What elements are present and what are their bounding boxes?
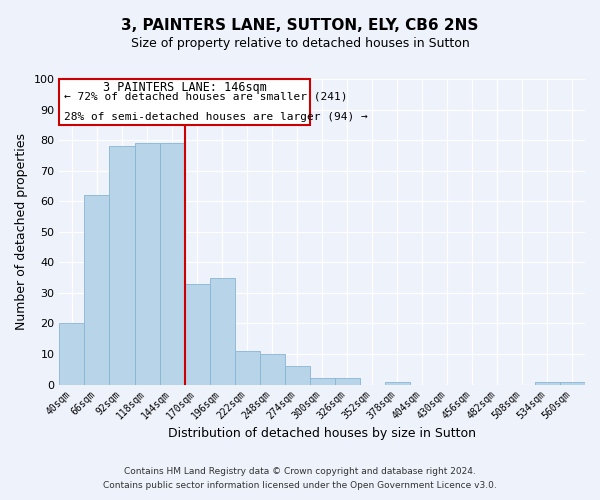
Y-axis label: Number of detached properties: Number of detached properties bbox=[15, 134, 28, 330]
Text: Contains HM Land Registry data © Crown copyright and database right 2024.: Contains HM Land Registry data © Crown c… bbox=[124, 467, 476, 476]
Bar bbox=[560, 382, 585, 384]
Bar bbox=[535, 382, 560, 384]
Bar bbox=[185, 284, 209, 384]
X-axis label: Distribution of detached houses by size in Sutton: Distribution of detached houses by size … bbox=[168, 427, 476, 440]
Bar bbox=[134, 143, 160, 384]
Bar bbox=[310, 378, 335, 384]
Bar bbox=[85, 195, 109, 384]
Bar bbox=[160, 143, 185, 384]
Bar bbox=[284, 366, 310, 384]
Bar bbox=[109, 146, 134, 384]
Bar bbox=[209, 278, 235, 384]
Bar bbox=[235, 351, 260, 384]
Text: Size of property relative to detached houses in Sutton: Size of property relative to detached ho… bbox=[131, 38, 469, 51]
Bar bbox=[385, 382, 410, 384]
Bar bbox=[335, 378, 360, 384]
Text: Contains public sector information licensed under the Open Government Licence v3: Contains public sector information licen… bbox=[103, 481, 497, 490]
Text: 3 PAINTERS LANE: 146sqm: 3 PAINTERS LANE: 146sqm bbox=[103, 82, 266, 94]
Bar bbox=[260, 354, 284, 384]
Text: 28% of semi-detached houses are larger (94) →: 28% of semi-detached houses are larger (… bbox=[64, 112, 368, 122]
Text: ← 72% of detached houses are smaller (241): ← 72% of detached houses are smaller (24… bbox=[64, 92, 348, 102]
Text: 3, PAINTERS LANE, SUTTON, ELY, CB6 2NS: 3, PAINTERS LANE, SUTTON, ELY, CB6 2NS bbox=[121, 18, 479, 32]
Bar bbox=[59, 324, 85, 384]
